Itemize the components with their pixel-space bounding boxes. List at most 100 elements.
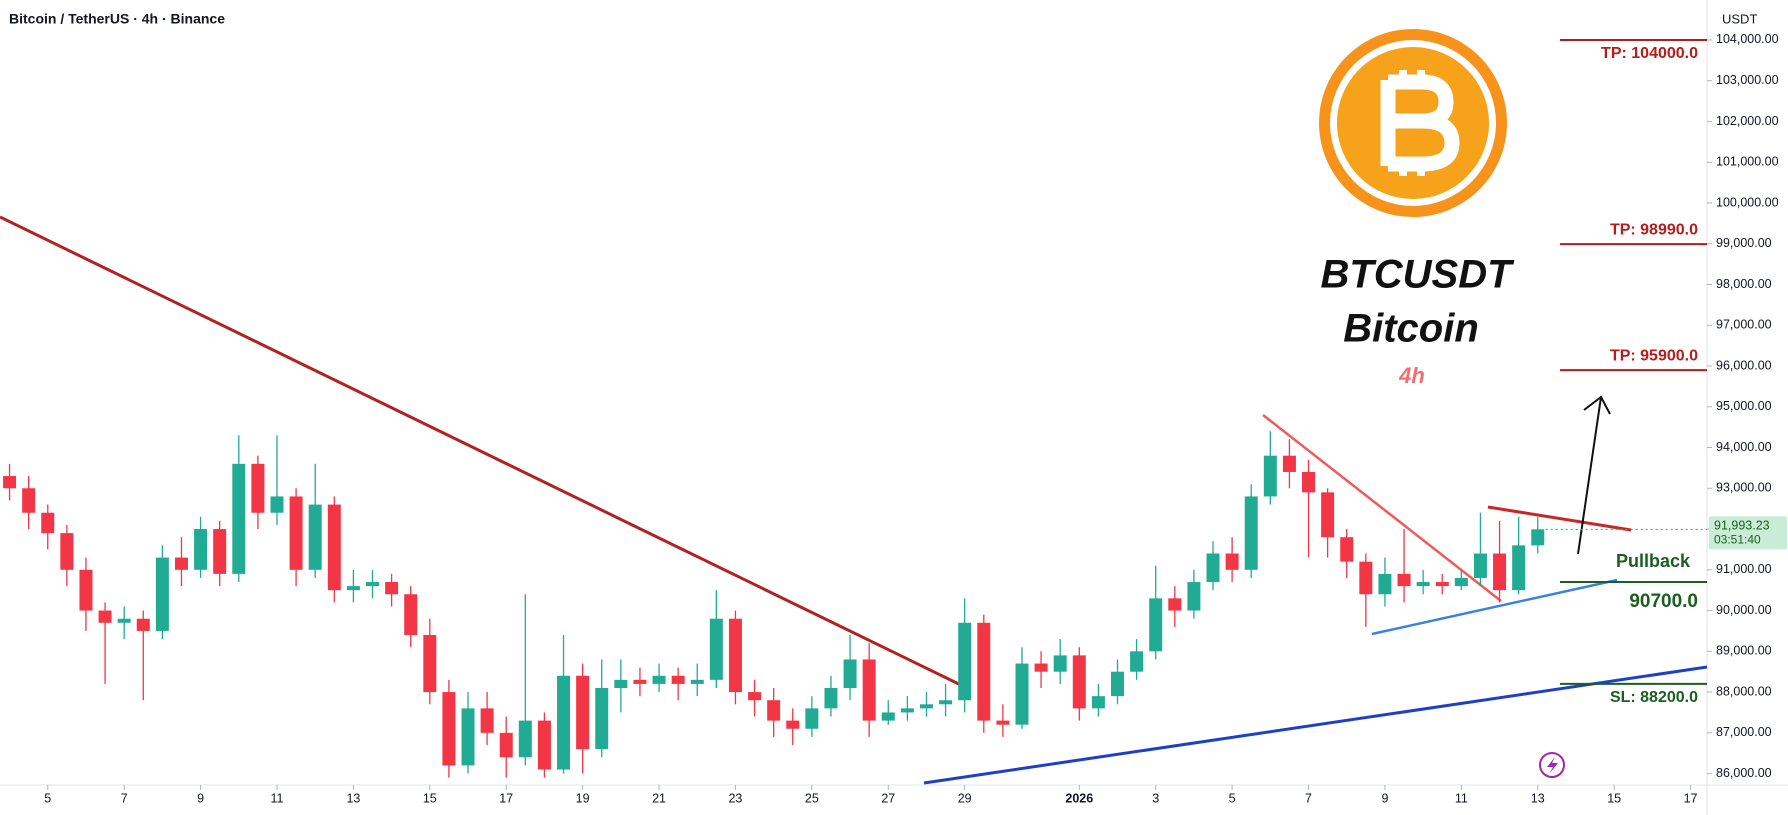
candle-body: [1454, 577, 1468, 587]
candle-body: [270, 496, 284, 513]
candle-body: [232, 463, 246, 574]
y-tick-label: 101,000.00: [1716, 155, 1779, 169]
candle-body: [786, 720, 800, 729]
candle-body: [1206, 553, 1220, 583]
countdown: 03:51:40: [1714, 532, 1761, 546]
candle-body: [919, 704, 933, 709]
title: BTCUSDT: [1320, 253, 1515, 297]
candle-body: [671, 675, 685, 684]
candle-body: [1416, 582, 1430, 587]
pullback-label: Pullback: [1616, 551, 1691, 571]
trendline: [1487, 505, 1632, 532]
candle-body: [117, 618, 131, 623]
candle-body: [174, 557, 188, 570]
trendline: [0, 215, 968, 690]
y-tick-label: 89,000.00: [1716, 644, 1772, 658]
x-tick-label: 29: [958, 791, 972, 805]
level-label: TP: 104000.0: [1601, 45, 1698, 62]
arrow: [1577, 395, 1611, 555]
x-tick-label: 5: [44, 791, 51, 805]
candle-body: [977, 622, 991, 721]
candle-body: [728, 618, 742, 693]
candle-body: [576, 675, 590, 750]
lightning-icon: [1539, 752, 1565, 778]
candle-body: [958, 622, 972, 701]
candle-body: [442, 692, 456, 766]
candle-body: [1225, 553, 1239, 570]
y-tick-label: 100,000.00: [1716, 195, 1779, 209]
y-tick-label: 88,000.00: [1716, 684, 1772, 698]
level-label: TP: 95900.0: [1610, 347, 1698, 364]
candle-body: [1321, 492, 1335, 538]
candle-body: [1512, 545, 1526, 591]
candle-body: [136, 618, 150, 631]
timeframe: 4h: [1398, 363, 1425, 388]
y-tick-label: 87,000.00: [1716, 725, 1772, 739]
candle-body: [767, 700, 781, 721]
x-tick-label: 21: [652, 791, 666, 805]
y-tick-label: 103,000.00: [1716, 73, 1779, 87]
y-tick-label: 104,000.00: [1716, 32, 1779, 46]
y-tick-label: 86,000.00: [1716, 766, 1772, 780]
trendline: [1371, 578, 1618, 636]
candle-body: [1531, 529, 1545, 546]
candle-body: [155, 557, 169, 631]
candle-body: [1130, 651, 1144, 672]
candle-body: [480, 708, 494, 733]
x-tick-label: 3: [1152, 791, 1159, 805]
candle-body: [652, 675, 666, 684]
trendline: [923, 665, 1708, 785]
candle-body: [595, 687, 609, 750]
y-tick-label: 96,000.00: [1716, 358, 1772, 372]
candle-body: [1340, 537, 1354, 562]
x-tick-label: 11: [1455, 791, 1468, 805]
candle-body: [518, 720, 532, 758]
candle-body: [1187, 582, 1201, 611]
candle-body: [614, 679, 628, 688]
x-tick-label: 5: [1229, 791, 1236, 805]
candle-body: [1244, 496, 1258, 570]
candle-body: [251, 463, 265, 513]
y-tick-label: 91,000.00: [1716, 562, 1772, 576]
bitcoin-logo: [1319, 29, 1507, 217]
y-tick-label: 99,000.00: [1716, 236, 1772, 250]
candle-body: [461, 708, 475, 766]
x-tick-label: 13: [346, 791, 360, 805]
candle-body: [862, 659, 876, 721]
x-tick-label: 17: [1684, 791, 1698, 805]
candle-body: [385, 582, 399, 595]
candle-body: [1435, 582, 1449, 587]
candle-body: [1111, 671, 1124, 697]
x-tick-label: 17: [499, 791, 513, 805]
candle-body: [843, 659, 857, 688]
x-tick-label: 7: [1305, 791, 1312, 805]
y-tick-label: 93,000.00: [1716, 481, 1772, 495]
candle-body: [881, 712, 895, 721]
candle-body: [1302, 471, 1316, 493]
x-tick-label: 23: [728, 791, 742, 805]
candle-body: [939, 700, 953, 705]
candle-body: [900, 708, 914, 713]
candle-body: [1282, 455, 1296, 472]
candle-body: [327, 504, 341, 591]
candle-body: [996, 720, 1010, 725]
y-tick-label: 97,000.00: [1716, 318, 1772, 332]
candle-body: [499, 732, 513, 758]
candle-body: [748, 692, 762, 701]
candle-body: [1378, 573, 1392, 595]
candle-body: [1263, 455, 1277, 497]
candle-body: [79, 569, 93, 611]
candle-body: [1493, 553, 1507, 591]
x-tick-label: 11: [270, 791, 283, 805]
x-tick-label: 9: [1381, 791, 1388, 805]
candle-body: [1149, 598, 1163, 652]
candle-body: [557, 675, 571, 770]
candle-body: [633, 679, 647, 684]
y-tick-label: 98,000.00: [1716, 277, 1772, 291]
candle-body: [709, 618, 723, 680]
candle-body: [3, 476, 17, 489]
candle-body: [366, 582, 379, 587]
candle-body: [1034, 663, 1048, 672]
